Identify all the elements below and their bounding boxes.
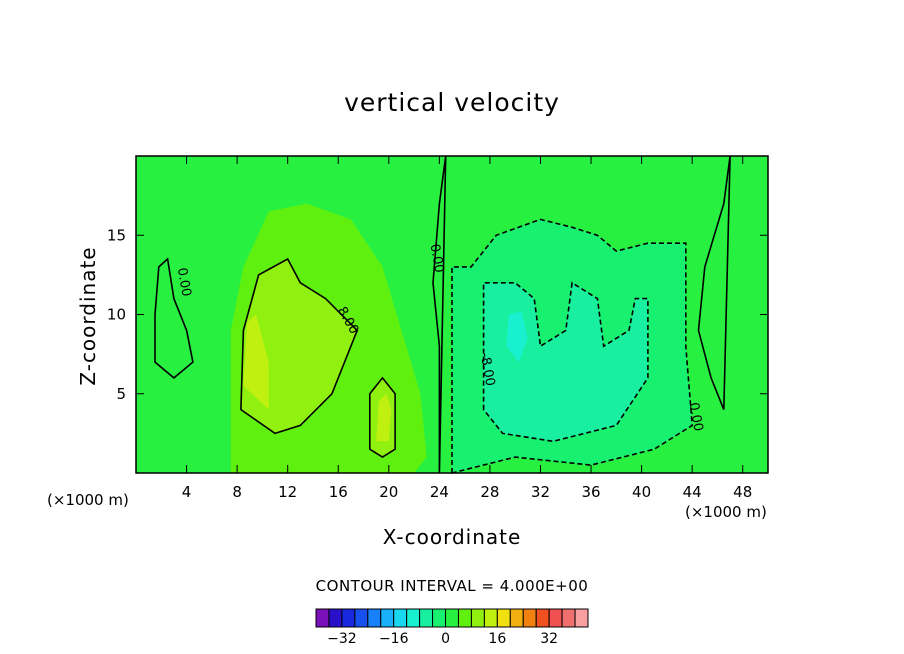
contour-fill-12b	[376, 393, 392, 442]
colorbar-swatch	[457, 608, 472, 628]
x-tick-label: 4	[182, 483, 192, 501]
colorbar-swatch	[574, 608, 589, 628]
colorbar-swatch	[354, 608, 369, 628]
x-axis-label-text: X-coordinate	[382, 525, 522, 549]
colorbar-swatch	[380, 608, 395, 628]
contour-label: 0.00	[427, 243, 447, 274]
contour-label: 0.00	[174, 267, 194, 298]
x-tick-label: 8	[232, 483, 242, 501]
x-tick-label: 32	[531, 483, 550, 501]
colorbar-swatch	[522, 608, 537, 628]
colorbar-swatch	[445, 608, 459, 628]
contour-fill-8	[240, 257, 359, 435]
y-axis-label: Z-coordinate	[76, 246, 100, 386]
colorbar-swatch	[367, 608, 382, 628]
y-tick-label: 5	[116, 385, 126, 403]
zero-contour-left	[154, 257, 194, 379]
contour-interval-text: CONTOUR INTERVAL = 4.000E+00	[315, 577, 589, 595]
contour-label: 0.00	[686, 401, 706, 432]
x-tick-label: 48	[733, 483, 752, 501]
x-tick-label: 44	[683, 483, 702, 501]
colorbar-tick-label: −32	[327, 631, 357, 647]
zero-contour-right	[697, 155, 731, 410]
colorbar-swatch	[535, 608, 550, 628]
colorbar-swatch	[419, 608, 434, 628]
x-tick-label: 16	[329, 483, 348, 501]
x-unit-label: (×1000 m)	[685, 503, 767, 521]
colorbar-swatch	[548, 608, 563, 628]
colorbar-swatch	[406, 608, 421, 628]
contour-fill-neg8	[482, 281, 649, 443]
contour-fill-neg12	[506, 311, 528, 363]
y-tick-label: 10	[107, 306, 126, 324]
x-tick-label: 12	[278, 483, 297, 501]
x-tick-label: 36	[581, 483, 600, 501]
colorbar-swatch	[341, 608, 356, 628]
colorbar-swatch	[315, 608, 330, 628]
colorbar-swatch	[496, 608, 511, 628]
colorbar-tick-label: −16	[379, 631, 409, 647]
x-axis-label: X-coordinate	[0, 525, 904, 549]
colorbar-swatch	[561, 608, 576, 628]
chart-title: vertical velocity	[344, 88, 560, 117]
colorbar-tick-label: 0	[441, 631, 450, 647]
colorbar-swatch	[470, 608, 485, 628]
x-tick-label: 20	[379, 483, 398, 501]
x-tick-label: 24	[430, 483, 449, 501]
colorbar-swatch	[328, 608, 343, 628]
colorbar-swatch	[393, 608, 408, 628]
z-unit-label: (×1000 m)	[47, 491, 129, 509]
contour-label: -8.00	[477, 352, 498, 388]
x-tick-label: 28	[480, 483, 499, 501]
colorbar-tick-label: 32	[540, 631, 558, 647]
x-tick-label: 40	[632, 483, 651, 501]
contour-interval-label: CONTOUR INTERVAL = 4.000E+00	[0, 577, 904, 595]
colorbar-swatch	[509, 608, 524, 628]
zero-contour-mid	[432, 155, 447, 474]
contour-fill-12	[243, 314, 269, 410]
colorbar-swatch	[432, 608, 447, 628]
colorbar-tick-label: 16	[488, 631, 506, 647]
y-tick-label: 15	[107, 226, 126, 244]
colorbar-swatch	[483, 608, 498, 628]
